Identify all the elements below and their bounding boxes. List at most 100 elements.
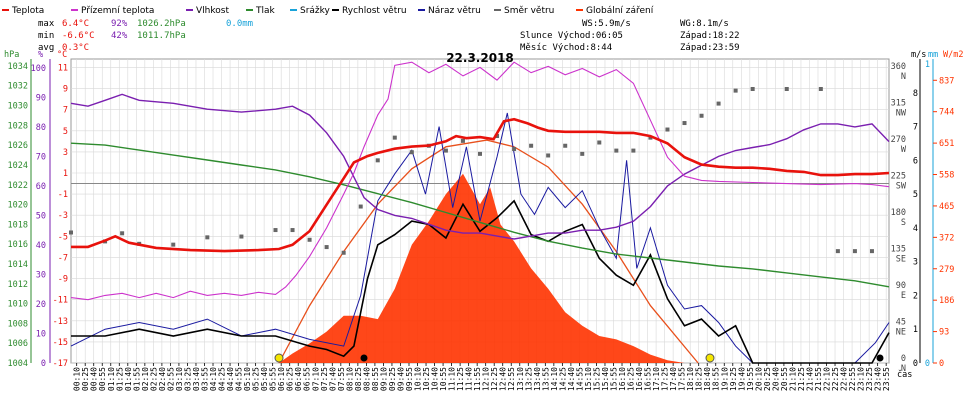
y-tick-temperature: 5: [63, 127, 68, 137]
moonset-info: Západ:23:59: [680, 43, 740, 53]
x-tick-label: 06:55: [303, 367, 312, 391]
legend-label-6: Náraz větru: [428, 6, 481, 16]
x-tick-label: 05:40: [260, 367, 269, 391]
x-tick-label: 07:40: [328, 367, 337, 391]
y-tick-wind-speed: 4: [913, 224, 918, 234]
x-tick-label: 14:40: [567, 367, 576, 391]
x-tick-label: 03:40: [192, 367, 201, 391]
y-tick-pressure: 1026: [8, 141, 28, 151]
legend-label-8: Globální záření: [586, 6, 654, 16]
y-tick-wind-direction: 315: [891, 99, 906, 109]
pressure-line: [70, 142, 890, 288]
x-tick-label: 10:55: [439, 367, 448, 391]
x-tick-label: 22:40: [840, 367, 849, 391]
x-tick-label: 18:55: [712, 367, 721, 391]
x-tick-label: 20:25: [763, 367, 772, 391]
x-tick-label: 15:55: [609, 367, 618, 391]
x-tick-label: 18:25: [695, 367, 704, 391]
x-tick-label: 06:25: [286, 367, 295, 391]
x-tick-label: 04:25: [218, 367, 227, 391]
x-tick-label: 21:40: [805, 367, 814, 391]
y-tick-radiation: 651: [939, 139, 954, 149]
y-tick-humidity: 100: [31, 64, 46, 74]
y-tick-wind-direction-label: W: [901, 145, 907, 155]
x-tick-label: 02:10: [141, 367, 150, 391]
x-tick-label: 22:10: [823, 367, 832, 391]
x-tick-label: 03:10: [175, 367, 184, 391]
y-tick-temperature: -11: [53, 296, 68, 306]
wind-direction-point: [750, 86, 755, 91]
y-tick-wind-speed: 6: [913, 156, 918, 166]
legend-label-0: Teplota: [11, 6, 44, 16]
x-axis: 00:10 00:25 00:40 00:55 01:10 01:25 01:40 01:55…: [73, 363, 891, 391]
x-tick-label: 19:55: [746, 367, 755, 391]
unit-wm2: W/m2: [943, 50, 963, 60]
stat-avg-temp: 0.3°C: [62, 43, 89, 53]
y-tick-temperature: -7: [58, 253, 68, 263]
y-tick-temperature: 9: [63, 85, 68, 95]
y-tick-radiation: 372: [939, 233, 954, 243]
x-tick-label: 09:40: [396, 367, 405, 391]
wind-direction-point: [631, 148, 636, 153]
wind-direction-point: [648, 135, 653, 140]
y-tick-wind-direction: 180: [891, 208, 906, 218]
x-tick-label: 21:25: [797, 367, 806, 391]
x-tick-label: 08:25: [354, 367, 363, 391]
y-tick-humidity: 90: [36, 93, 46, 103]
x-tick-label: 03:25: [183, 367, 192, 391]
wind-direction-point: [290, 228, 295, 233]
y-tick-rain: 1: [925, 60, 930, 70]
y-tick-pressure: 1030: [8, 102, 28, 112]
legend-label-5: Rychlost větru: [342, 6, 407, 16]
unit-ms: m/s: [911, 50, 926, 60]
wind-direction-point: [273, 228, 278, 233]
y-tick-radiation: 465: [939, 202, 954, 212]
x-tick-label: 01:55: [132, 367, 141, 391]
y-tick-temperature: 11: [58, 63, 68, 73]
x-tick-label: 17:55: [678, 367, 687, 391]
moonrise-info: Měsíc Východ:8:44: [520, 43, 612, 53]
x-tick-label: 11:55: [473, 367, 482, 391]
y-tick-temperature: -17: [53, 359, 68, 369]
wind-direction-point: [699, 113, 704, 118]
x-tick-label: 06:40: [294, 367, 303, 391]
x-tick-label: 16:40: [635, 367, 644, 391]
y-tick-humidity: 80: [36, 123, 46, 133]
x-tick-label: 22:55: [848, 367, 857, 391]
wind-direction-point: [869, 249, 874, 254]
y-tick-wind-speed: 3: [913, 258, 918, 268]
y-tick-wind-direction: 90: [896, 281, 906, 291]
y-tick-humidity: 40: [36, 241, 46, 251]
x-tick-label: 12:10: [482, 367, 491, 391]
moonset-marker: [876, 354, 884, 362]
y-tick-temperature: 3: [63, 148, 68, 158]
stat-min-hum: 42%: [111, 31, 128, 41]
x-tick-label: 13:40: [533, 367, 542, 391]
wind-gust-line: [70, 112, 890, 364]
x-tick-label: 05:25: [252, 367, 261, 391]
y-tick-pressure: 1014: [8, 260, 28, 270]
y-tick-pressure: 1004: [8, 359, 28, 369]
wind-direction-point: [580, 151, 585, 156]
wind-layer: [70, 112, 890, 364]
stat-max-hum: 92%: [111, 19, 128, 29]
y-tick-pressure: 1006: [8, 339, 28, 349]
wind-speed-info: WS:5.9m/s: [582, 19, 631, 29]
unit-degc: °C: [57, 50, 67, 60]
y-tick-temperature: -9: [58, 275, 68, 285]
y-tick-humidity: 70: [36, 152, 46, 162]
x-tick-label: 09:55: [405, 367, 414, 391]
wind-direction-point: [375, 158, 380, 163]
moonrise-marker: [360, 354, 368, 362]
y-tick-temperature: -1: [58, 190, 68, 200]
y-tick-rain: 0: [925, 359, 930, 369]
radiation-area: [278, 173, 685, 363]
y-tick-wind-speed: 2: [913, 291, 918, 301]
wind-direction-point: [614, 148, 619, 153]
x-tick-label: 08:40: [362, 367, 371, 391]
sunrise-marker: [274, 353, 284, 363]
stat-min-temp: -6.6°C: [62, 31, 95, 41]
x-tick-label: 12:55: [507, 367, 516, 391]
y-tick-pressure: 1010: [8, 300, 28, 310]
